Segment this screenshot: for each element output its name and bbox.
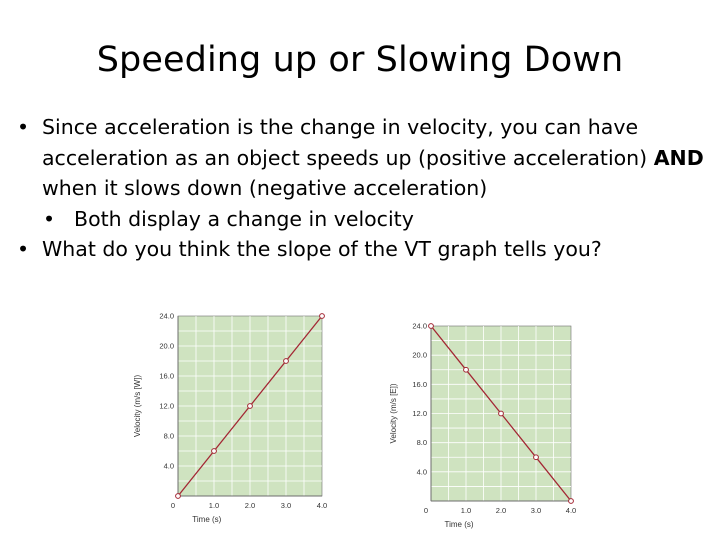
y-tick-label: 20.0: [159, 342, 174, 351]
data-point: [283, 358, 289, 364]
velocity-time-chart-slowing-down: 4.0 8.0 12.0 16.0 20.0 24.0 0 1.0 2.0 3.0 4.0 Time …: [384, 314, 590, 540]
y-tick-label: 24.0: [412, 322, 427, 331]
y-axis-label: Velocity (m/s [W]): [133, 375, 142, 438]
data-point: [319, 313, 325, 319]
x-tick-label: 1.0: [209, 501, 219, 510]
x-tick-label: 4.0: [317, 501, 327, 510]
data-point: [428, 323, 434, 329]
y-tick-label: 16.0: [412, 380, 427, 389]
bullet-item: • Since acceleration is the change in vel…: [14, 112, 714, 204]
bullet-text: when it slows down (negative acceleratio…: [42, 176, 488, 200]
x-tick-label: 2.0: [496, 506, 506, 515]
bullet-emphasis: AND: [653, 145, 704, 170]
y-tick-label: 24.0: [159, 312, 174, 321]
data-point: [498, 410, 504, 417]
x-tick-label: 3.0: [531, 506, 541, 515]
chart-svg: 4.0 8.0 12.0 16.0 20.0 24.0 0 1.0 2.0 3.0 4.0 Time …: [389, 322, 576, 530]
x-tick-label: 1.0: [461, 506, 471, 515]
y-axis-label: Velocity (m/s [E]): [389, 383, 398, 443]
y-tick-label: 4.0: [417, 467, 427, 476]
bullet-dot-icon: •: [17, 237, 30, 261]
bullet-dot-icon: •: [17, 115, 30, 139]
y-tick-label: 8.0: [164, 432, 174, 441]
x-axis-label: Time (s): [192, 515, 221, 524]
y-tick-label: 12.0: [412, 409, 427, 418]
bullet-text: What do you think the slope of the VT gr…: [42, 237, 602, 261]
data-point: [533, 454, 539, 461]
bullet-list: • Since acceleration is the change in vel…: [14, 112, 714, 265]
velocity-time-chart-speeding-up: 4.0 8.0 12.0 16.0 20.0 24.0 0 1.0 2.0 3.0 4.0 Time …: [128, 304, 338, 540]
slide-title: Speeding up or Slowing Down: [96, 40, 624, 80]
bullet-item: • What do you think the slope of the VT g…: [14, 234, 714, 265]
bullet-text: Since acceleration is the change in velo…: [42, 115, 654, 170]
y-tick-label: 16.0: [159, 372, 174, 381]
x-axis-label: Time (s): [444, 520, 473, 529]
bullet-dot-icon: •: [43, 206, 56, 231]
chart-svg: 4.0 8.0 12.0 16.0 20.0 24.0 0 1.0 2.0 3.0 4.0 Time …: [133, 312, 327, 525]
x-tick-label: 2.0: [245, 501, 255, 510]
x-tick-label: 4.0: [566, 506, 576, 515]
x-tick-label: 0: [171, 501, 175, 510]
y-tick-label: 4.0: [164, 462, 174, 471]
x-tick-label: 3.0: [281, 501, 291, 510]
y-tick-label: 12.0: [159, 402, 174, 411]
bullet-item: • Both display a change in velocity: [14, 204, 714, 235]
data-point: [568, 498, 574, 504]
data-point: [211, 448, 217, 454]
data-point: [175, 493, 181, 499]
data-point: [247, 403, 253, 409]
data-point: [463, 366, 469, 373]
bullet-text: Both display a change in velocity: [74, 206, 414, 231]
x-tick-label: 0: [424, 506, 428, 515]
y-tick-label: 20.0: [412, 351, 427, 360]
y-tick-label: 8.0: [417, 438, 427, 447]
